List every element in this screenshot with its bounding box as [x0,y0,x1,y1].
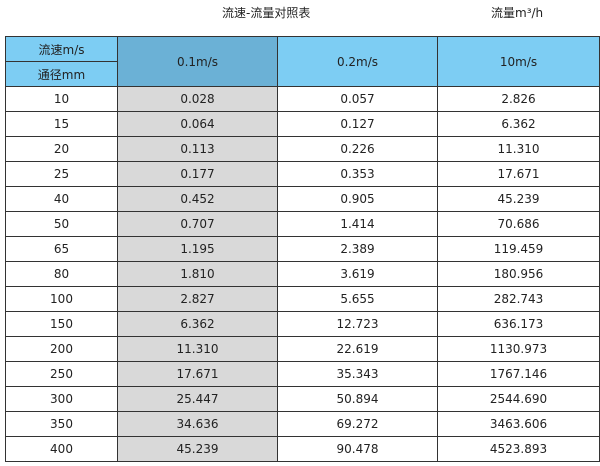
table-title: 流速-流量对照表 [222,6,311,20]
unit-label: 流量m³/h [491,6,544,20]
flow-cell: 4523.893 [437,436,600,462]
flow-cell: 1767.146 [437,361,600,387]
table-row: 40 0.452 0.905 45.239 [5,186,600,212]
flow-cell: 11.310 [437,136,600,162]
flow-cell: 0.226 [277,136,438,162]
diameter-cell: 350 [5,411,118,437]
flow-cell: 6.362 [117,311,278,337]
table-row: 300 25.447 50.894 2544.690 [5,386,600,412]
flow-cell: 0.028 [117,86,278,112]
flow-table: 流速m/s 0.1m/s 0.2m/s 10m/s 通径mm 10 0.028 0.… [5,36,600,462]
table-row: 25 0.177 0.353 17.671 [5,161,600,187]
table-row: 65 1.195 2.389 119.459 [5,236,600,262]
diameter-cell: 10 [5,86,118,112]
table-row: 350 34.636 69.272 3463.606 [5,411,600,437]
flow-cell: 2.827 [117,286,278,312]
flow-cell: 0.127 [277,111,438,137]
flow-cell: 70.686 [437,211,600,237]
header-col-0.2: 0.2m/s [277,36,438,87]
table-row: 200 11.310 22.619 1130.973 [5,336,600,362]
flow-cell: 6.362 [437,111,600,137]
header-velocity: 流速m/s [5,36,118,62]
flow-cell: 1.810 [117,261,278,287]
diameter-cell: 80 [5,261,118,287]
diameter-cell: 15 [5,111,118,137]
flow-cell: 90.478 [277,436,438,462]
flow-cell: 0.113 [117,136,278,162]
table-row: 10 0.028 0.057 2.826 [5,86,600,112]
diameter-cell: 250 [5,361,118,387]
flow-cell: 0.707 [117,211,278,237]
flow-cell: 0.177 [117,161,278,187]
flow-cell: 17.671 [117,361,278,387]
diameter-cell: 20 [5,136,118,162]
diameter-cell: 50 [5,211,118,237]
diameter-cell: 200 [5,336,118,362]
flow-cell: 35.343 [277,361,438,387]
table-row: 250 17.671 35.343 1767.146 [5,361,600,387]
flow-cell: 12.723 [277,311,438,337]
flow-cell: 0.452 [117,186,278,212]
flow-cell: 0.353 [277,161,438,187]
flow-cell: 0.064 [117,111,278,137]
diameter-cell: 150 [5,311,118,337]
flow-cell: 50.894 [277,386,438,412]
flow-cell: 2.826 [437,86,600,112]
table-row: 150 6.362 12.723 636.173 [5,311,600,337]
flow-cell: 2544.690 [437,386,600,412]
diameter-cell: 65 [5,236,118,262]
flow-cell: 0.057 [277,86,438,112]
flow-cell: 282.743 [437,286,600,312]
table-row: 400 45.239 90.478 4523.893 [5,436,600,462]
flow-cell: 2.389 [277,236,438,262]
flow-cell: 34.636 [117,411,278,437]
table-row: 80 1.810 3.619 180.956 [5,261,600,287]
diameter-cell: 400 [5,436,118,462]
flow-cell: 11.310 [117,336,278,362]
header-diameter: 通径mm [5,61,118,87]
header-col-10: 10m/s [437,36,600,87]
diameter-cell: 40 [5,186,118,212]
flow-cell: 45.239 [117,436,278,462]
table-row: 50 0.707 1.414 70.686 [5,211,600,237]
flow-cell: 45.239 [437,186,600,212]
diameter-cell: 25 [5,161,118,187]
flow-cell: 180.956 [437,261,600,287]
table-row: 15 0.064 0.127 6.362 [5,111,600,137]
header-col-0.1: 0.1m/s [117,36,278,87]
flow-cell: 0.905 [277,186,438,212]
table-row: 20 0.113 0.226 11.310 [5,136,600,162]
flow-cell: 25.447 [117,386,278,412]
flow-cell: 1.414 [277,211,438,237]
flow-cell: 3463.606 [437,411,600,437]
flow-cell: 119.459 [437,236,600,262]
table-row: 100 2.827 5.655 282.743 [5,286,600,312]
flow-cell: 17.671 [437,161,600,187]
diameter-cell: 100 [5,286,118,312]
flow-cell: 22.619 [277,336,438,362]
flow-cell: 636.173 [437,311,600,337]
flow-cell: 1130.973 [437,336,600,362]
flow-cell: 3.619 [277,261,438,287]
flow-cell: 1.195 [117,236,278,262]
flow-cell: 69.272 [277,411,438,437]
diameter-cell: 300 [5,386,118,412]
flow-cell: 5.655 [277,286,438,312]
